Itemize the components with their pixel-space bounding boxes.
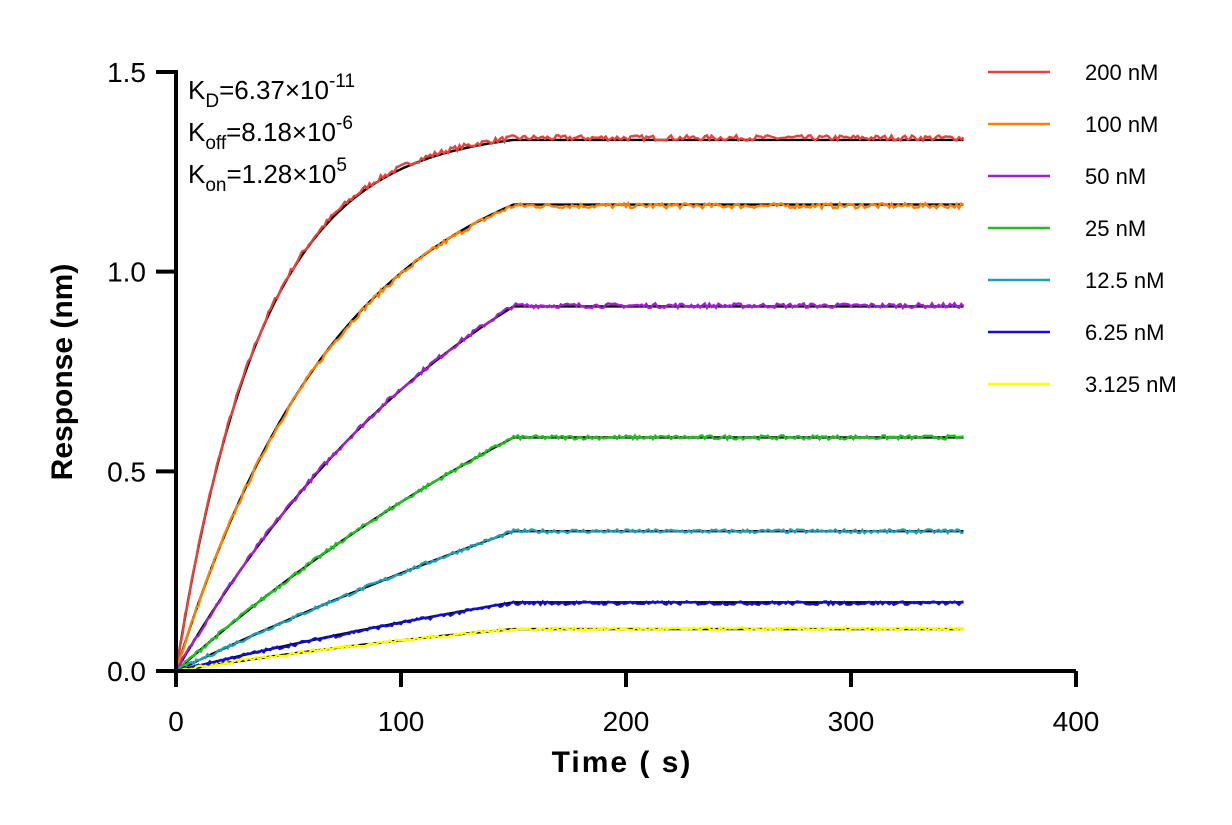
fit-curve	[174, 138, 964, 672]
annotation-kon: Kon=1.28×105	[188, 155, 347, 196]
y-tick-label: 1.5	[107, 57, 146, 88]
axes: 0 100 200 300 400 0.0 0.5 1.0 1.5	[107, 57, 1099, 737]
x-axis-title: Time ( s)	[552, 746, 693, 779]
y-tick-label: 0.5	[107, 456, 146, 487]
legend-label: 12.5 nM	[1085, 268, 1165, 293]
series-line	[174, 301, 965, 672]
fit-curves	[174, 138, 964, 673]
legend-label: 3.125 nM	[1085, 372, 1177, 397]
y-tick-label: 1.0	[107, 257, 146, 288]
x-tick-label: 400	[1053, 706, 1100, 737]
legend-label: 6.25 nM	[1085, 320, 1165, 345]
fit-curve	[175, 436, 964, 672]
legend: 200 nM 100 nM 50 nM 25 nM 12.5 nM 6.25 nM 3.12…	[988, 60, 1177, 397]
y-axis-title: Response (nm)	[46, 264, 79, 481]
legend-label: 25 nM	[1085, 216, 1146, 241]
y-tick-label: 0.0	[107, 656, 146, 687]
series-line	[175, 625, 965, 673]
x-tick-label: 100	[378, 706, 425, 737]
fit-curve	[175, 601, 964, 673]
legend-label: 100 nM	[1085, 112, 1158, 137]
data-curves	[174, 133, 965, 673]
legend-label: 50 nM	[1085, 164, 1146, 189]
series-line	[175, 599, 964, 673]
x-tick-label: 0	[168, 706, 184, 737]
series-line	[174, 200, 964, 672]
legend-label: 200 nM	[1085, 60, 1158, 85]
series-line	[174, 133, 965, 672]
series-line	[175, 433, 964, 672]
annotation-koff: Koff=8.18×10-6	[188, 113, 353, 154]
x-tick-label: 300	[828, 706, 875, 737]
annotation-kd: KD=6.37×10-11	[188, 71, 355, 112]
x-tick-label: 200	[603, 706, 650, 737]
series-line	[175, 527, 964, 673]
fit-curve	[175, 627, 964, 673]
